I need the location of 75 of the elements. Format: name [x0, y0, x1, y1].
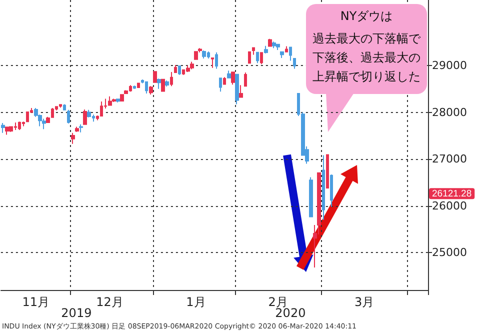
candlestick [326, 154, 329, 189]
text: 2019 [61, 306, 92, 320]
candlestick [157, 78, 161, 90]
candlestick [137, 82, 140, 88]
candlestick [289, 46, 292, 62]
candlestick [63, 104, 66, 111]
candlestick [22, 121, 25, 127]
candlestick [260, 52, 263, 65]
candlestick [83, 108, 87, 126]
candlestick [71, 132, 75, 144]
text: 2020 [275, 306, 306, 320]
candlestick [178, 64, 181, 76]
candlestick [79, 124, 83, 133]
x-tick-label: 11月 [22, 295, 50, 309]
y-tick-label: 28000 [432, 106, 467, 119]
candlestick [252, 47, 255, 56]
candlestick [145, 81, 148, 94]
candlestick [244, 72, 247, 87]
candlestick [330, 174, 333, 208]
candlestick [170, 72, 173, 87]
candlestick [18, 121, 21, 131]
y-tick-label: 29000 [432, 58, 467, 72]
candlestick [248, 50, 251, 64]
candlestick [264, 45, 268, 54]
annotation: NYダウは [340, 9, 393, 23]
candlestick [256, 51, 259, 64]
candlestick [165, 80, 169, 88]
y-tick-label: 27000 [432, 152, 467, 166]
candlestick [272, 41, 276, 49]
candlestick [280, 50, 284, 58]
candlestick [112, 98, 116, 102]
candlestick [75, 126, 79, 132]
candlestick [133, 85, 136, 90]
candlestick [186, 64, 190, 73]
candlestick [235, 73, 239, 105]
candlestick [190, 61, 194, 70]
candlestick [174, 64, 177, 73]
candlestick [211, 57, 214, 68]
candlestick [231, 71, 235, 86]
candlestick [194, 50, 198, 60]
candlestick [276, 43, 280, 51]
x-tick-label: 12月 [96, 295, 124, 309]
candlestick [285, 46, 288, 52]
candlestick [116, 98, 120, 103]
candlestick [5, 126, 9, 136]
candlestick [293, 58, 296, 70]
x-tick-label: 1月 [186, 295, 206, 309]
candlestick [87, 109, 91, 118]
candlestick [219, 77, 222, 92]
text: 26121.28 [432, 188, 472, 200]
annotation: 過去最大の下落幅で下落後、過去最大の上昇幅で切り返した [312, 32, 422, 84]
candlestick [309, 176, 313, 218]
candlestick [26, 111, 29, 123]
candlestick [239, 84, 243, 98]
candlestick [1, 122, 5, 134]
candlestick [120, 94, 124, 102]
y-tick-label: 25000 [432, 246, 467, 260]
candlestick [59, 104, 62, 108]
candlestick [67, 109, 70, 124]
candlestick [161, 78, 165, 92]
candlestick [42, 118, 46, 130]
candlestick [223, 76, 226, 85]
candlestick [227, 70, 231, 79]
candlestick [153, 71, 157, 83]
candlestick [202, 50, 206, 59]
candlestick [268, 38, 272, 48]
candlestick [149, 86, 153, 95]
candlestick [322, 154, 325, 220]
candlestick [215, 52, 218, 70]
y-tick-label: 26000 [432, 199, 467, 212]
candlestick [100, 101, 103, 117]
candlestick [108, 96, 112, 106]
x-tick-label: 2月 [268, 295, 288, 309]
candlestick [9, 126, 13, 132]
x-tick-label: 3月 [354, 295, 374, 309]
